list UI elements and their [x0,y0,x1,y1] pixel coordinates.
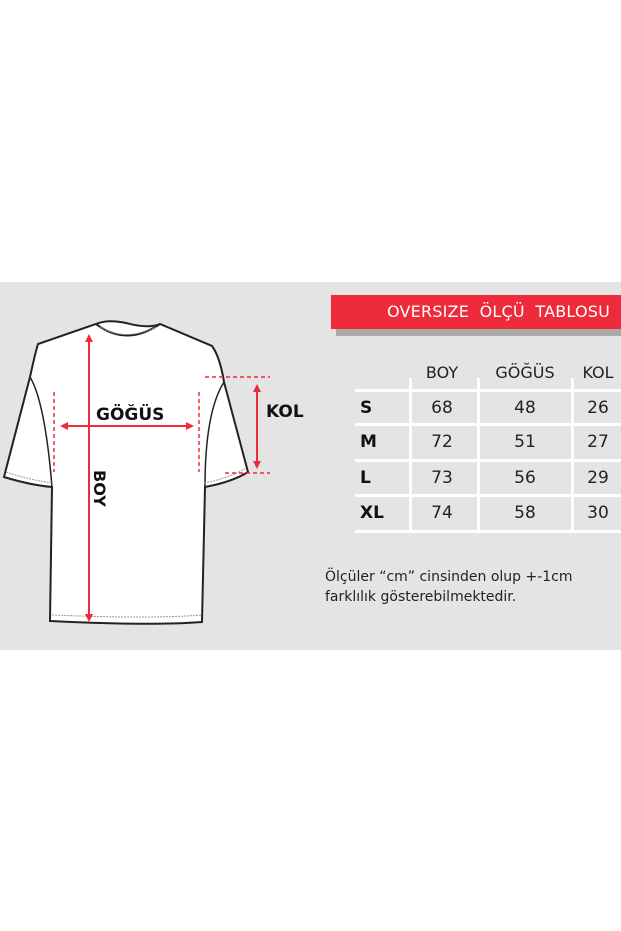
cell-kol: 27 [587,432,609,452]
col-divider [571,378,574,533]
sleeve-label: KOL [266,402,304,422]
col-divider [409,378,412,533]
measure-lines [53,334,270,622]
size-label: XL [360,503,384,523]
cell-kol: 30 [587,503,609,523]
row-divider [355,459,621,462]
col-divider [477,378,480,533]
cell-gogus: 58 [514,503,536,523]
size-label: M [360,432,377,452]
note-line-2: farklılık gösterebilmektedir. [325,589,517,605]
note-line-1: Ölçüler “cm” cinsinden olup +-1cm [325,569,573,585]
tshirt-outline [2,320,250,625]
cell-boy: 74 [431,503,453,523]
cell-boy: 72 [431,432,453,452]
size-chart-title: OVERSIZE ÖLÇÜ TABLOSU [331,295,621,329]
header-gogus: GÖĞÜS [495,363,555,382]
chest-label: GÖĞÜS [96,403,164,425]
cell-kol: 26 [587,398,609,418]
length-label: BOY [90,470,109,507]
cell-kol: 29 [587,468,609,488]
row-divider [355,494,621,497]
size-label: L [360,468,371,488]
header-kol: KOL [582,363,614,382]
cell-boy: 68 [431,398,453,418]
measurement-note: Ölçüler “cm” cinsinden olup +-1cm farklı… [325,567,573,607]
header-boy: BOY [425,363,459,382]
row-divider [355,530,621,533]
cell-gogus: 51 [514,432,536,452]
tshirt-diagram: GÖĞÜS KOL BOY [2,320,304,625]
size-label: S [360,398,373,418]
row-divider [355,389,621,392]
cell-gogus: 56 [514,468,536,488]
row-divider [355,423,621,426]
cell-boy: 73 [431,468,453,488]
cell-gogus: 48 [514,398,536,418]
